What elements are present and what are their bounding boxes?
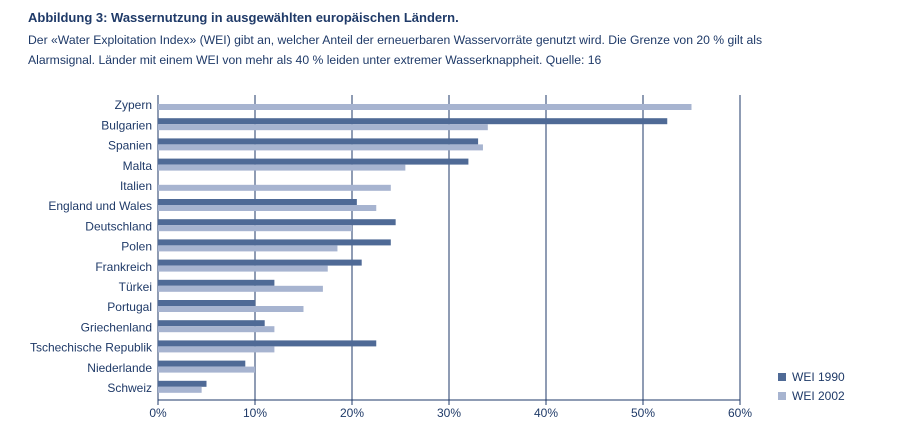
bar-1990-12 xyxy=(158,340,377,347)
x-tick-label: 40% xyxy=(534,406,558,420)
bar-1990-3 xyxy=(158,158,469,165)
category-label: England und Wales xyxy=(48,199,152,213)
legend: WEI 1990 WEI 2002 xyxy=(778,370,845,403)
bar-2002-11 xyxy=(158,326,275,333)
x-tick-label: 10% xyxy=(243,406,267,420)
bar-1990-11 xyxy=(158,320,265,327)
x-tick-label: 20% xyxy=(340,406,364,420)
category-label: Italien xyxy=(120,179,152,193)
x-tick-label: 50% xyxy=(631,406,655,420)
bar-2002-7 xyxy=(158,245,338,252)
category-label: Griechenland xyxy=(81,320,152,334)
bars xyxy=(158,104,692,393)
bar-1990-8 xyxy=(158,259,362,266)
bar-2002-0 xyxy=(158,104,692,110)
bar-1990-9 xyxy=(158,279,275,286)
bar-2002-3 xyxy=(158,164,406,171)
category-label: Tschechische Republik xyxy=(30,341,153,355)
bar-1990-10 xyxy=(158,300,255,306)
bar-2002-1 xyxy=(158,124,488,131)
bar-2002-14 xyxy=(158,386,202,393)
bar-2002-13 xyxy=(158,366,255,373)
legend-label-1: WEI 2002 xyxy=(792,389,845,403)
bar-1990-14 xyxy=(158,380,207,387)
category-label: Türkei xyxy=(119,280,152,294)
category-labels: Zypern Bulgarien Spanien Malta Italien Englan… xyxy=(30,98,153,395)
category-label: Bulgarien xyxy=(101,118,152,132)
bar-2002-5 xyxy=(158,205,377,211)
bar-1990-7 xyxy=(158,239,391,246)
legend-label-0: WEI 1990 xyxy=(792,370,845,384)
category-label: Frankreich xyxy=(95,260,152,274)
bar-1990-2 xyxy=(158,138,479,145)
bar-2002-4 xyxy=(158,184,391,191)
x-axis: 0% 10% 20% 30% 40% 50% 60% xyxy=(149,399,752,420)
category-label: Malta xyxy=(123,159,153,173)
bar-2002-2 xyxy=(158,144,483,151)
bar-2002-12 xyxy=(158,346,275,353)
category-label: Portugal xyxy=(107,300,152,314)
bar-2002-10 xyxy=(158,306,304,312)
category-label: Spanien xyxy=(108,139,152,153)
figure-caption: Der «Water Exploitation Index» (WEI) gib… xyxy=(28,33,763,67)
bar-2002-9 xyxy=(158,285,323,292)
bar-2002-8 xyxy=(158,265,328,272)
category-label: Schweiz xyxy=(107,381,152,395)
bar-1990-5 xyxy=(158,199,357,205)
figure-title: Abbildung 3: Wassernutzung in ausgewählt… xyxy=(28,10,459,25)
legend-swatch-0 xyxy=(778,373,786,381)
bar-1990-1 xyxy=(158,118,668,125)
category-label: Polen xyxy=(121,240,152,254)
x-tick-label: 0% xyxy=(149,406,167,420)
x-tick-label: 60% xyxy=(728,406,752,420)
bar-1990-13 xyxy=(158,360,246,367)
bar-1990-6 xyxy=(158,219,396,226)
x-tick-label: 30% xyxy=(437,406,461,420)
category-label: Deutschland xyxy=(85,219,152,233)
category-label: Niederlande xyxy=(87,361,152,375)
category-label: Zypern xyxy=(115,98,152,112)
bar-2002-6 xyxy=(158,225,352,232)
legend-swatch-1 xyxy=(778,392,786,400)
